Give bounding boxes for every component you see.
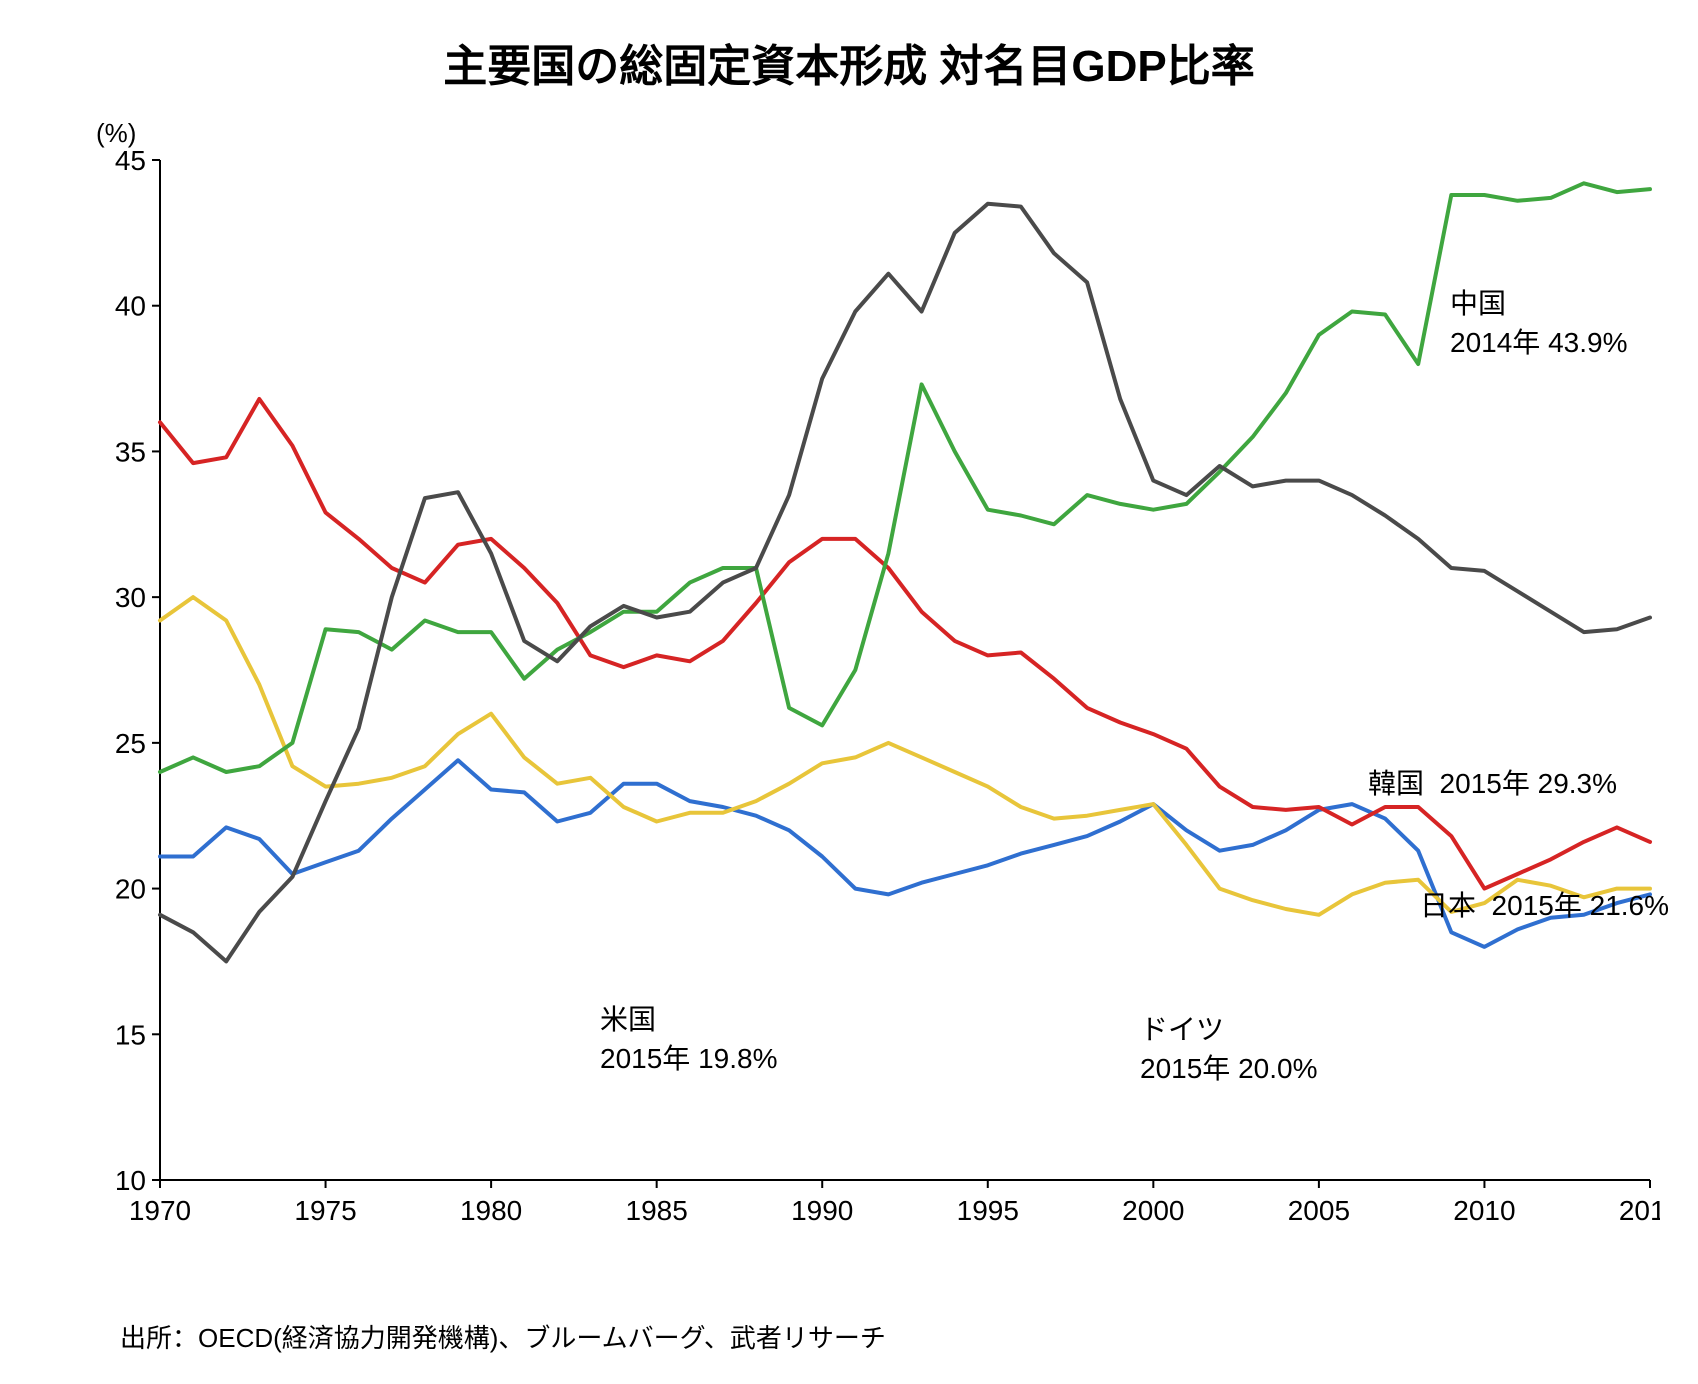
svg-text:20: 20 xyxy=(115,874,146,905)
svg-text:1970: 1970 xyxy=(129,1195,191,1226)
series-中国 xyxy=(160,183,1650,772)
series-annotation: 日本 2015年 21.6% xyxy=(1420,886,1669,925)
svg-text:2000: 2000 xyxy=(1122,1195,1184,1226)
svg-text:40: 40 xyxy=(115,291,146,322)
series-annotation: ドイツ2015年 20.0% xyxy=(1140,1010,1317,1088)
svg-text:1995: 1995 xyxy=(957,1195,1019,1226)
chart-plot-area: 10 15 20 25 30 35 40 45 1970 1975 1980 1985 1990 1995… xyxy=(100,150,1660,1240)
series-annotation: 米国2015年 19.8% xyxy=(600,1000,777,1078)
series-annotation: 中国2014年 43.9% xyxy=(1450,284,1627,362)
svg-text:1985: 1985 xyxy=(626,1195,688,1226)
svg-text:2010: 2010 xyxy=(1453,1195,1515,1226)
chart-container: 主要国の総固定資本形成 対名目GDP比率 (%) 10 15 20 25 30 35 40 4… xyxy=(0,0,1698,1384)
series-annotation: 韓国 2015年 29.3% xyxy=(1368,764,1617,803)
svg-text:2005: 2005 xyxy=(1288,1195,1350,1226)
svg-text:15: 15 xyxy=(115,1019,146,1050)
svg-text:45: 45 xyxy=(115,150,146,176)
svg-text:2015: 2015 xyxy=(1619,1195,1660,1226)
source-attribution: 出所：OECD(経済協力開発機構)、ブルームバーグ、武者リサーチ xyxy=(120,1318,886,1355)
svg-text:1980: 1980 xyxy=(460,1195,522,1226)
y-axis-unit-label: (%) xyxy=(96,118,136,149)
svg-text:10: 10 xyxy=(115,1165,146,1196)
svg-text:1990: 1990 xyxy=(791,1195,853,1226)
svg-text:1975: 1975 xyxy=(294,1195,356,1226)
svg-text:30: 30 xyxy=(115,582,146,613)
svg-text:25: 25 xyxy=(115,728,146,759)
svg-text:35: 35 xyxy=(115,436,146,467)
chart-title: 主要国の総固定資本形成 対名目GDP比率 xyxy=(0,30,1698,94)
